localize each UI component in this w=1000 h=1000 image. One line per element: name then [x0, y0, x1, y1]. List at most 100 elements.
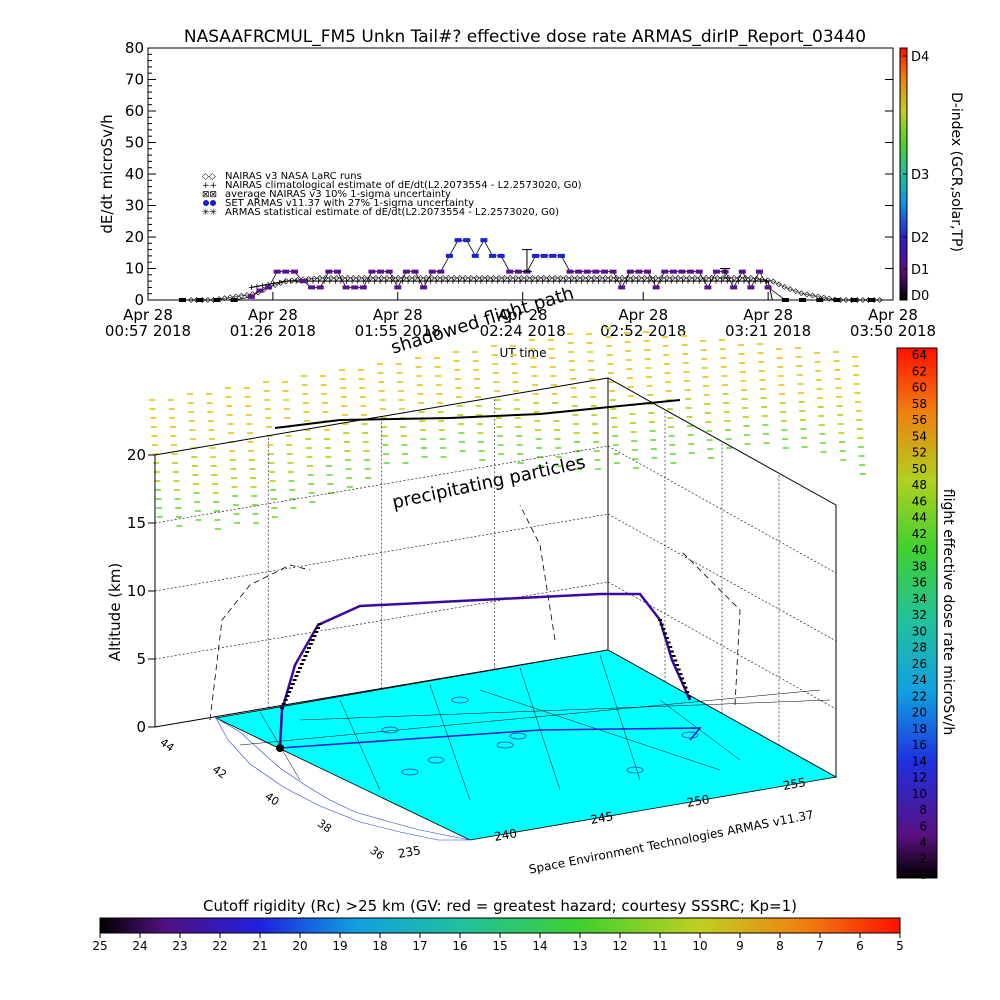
- dose-tick-label: 26: [912, 657, 927, 671]
- armas-statistical-point: [590, 278, 596, 284]
- set-armas-point: [471, 253, 479, 258]
- armas-statistical-point: [433, 278, 439, 284]
- set-armas-point: [626, 269, 634, 274]
- dose-tick-label: 54: [912, 429, 927, 443]
- nairas-run-point: [568, 275, 575, 281]
- cutoff-tick-label: 22: [212, 939, 227, 953]
- nairas-run-point: [423, 275, 430, 281]
- terrain-lake: [401, 768, 419, 776]
- legend-item-3: SET ARMAS v11.37 with 27% 1-sigma uncert…: [225, 198, 474, 209]
- nairas-run-point: [731, 275, 738, 281]
- dose-tick-label: 22: [912, 689, 927, 703]
- nairas-run-point: [675, 275, 682, 281]
- set-armas-point: [532, 253, 540, 258]
- nairas-run-point: [434, 275, 441, 281]
- legend-marker-3b: [210, 200, 216, 206]
- nairas-run-point: [781, 284, 788, 290]
- armas-statistical-point: [640, 278, 646, 284]
- y-tick-label: 0: [134, 291, 144, 309]
- armas-statistical-point: [556, 278, 562, 284]
- set-armas-point: [256, 288, 264, 293]
- flight-descent-marker: [301, 659, 306, 661]
- altitude-tick-label: 20: [127, 446, 146, 464]
- terrain-boundary: [429, 684, 471, 801]
- nairas-run-point: [663, 275, 670, 281]
- y-tick-label: 50: [125, 134, 144, 152]
- armas-statistical-point: [388, 278, 394, 284]
- set-armas-point: [333, 269, 341, 274]
- armas-statistical-point: [293, 278, 299, 284]
- y-tick-label: 20: [125, 228, 144, 246]
- armas-statistical-point: [696, 278, 702, 284]
- nairas-run-point: [350, 275, 357, 281]
- set-armas-point: [557, 253, 565, 258]
- flight-descent-marker: [668, 646, 673, 648]
- armas-statistical-point: [427, 278, 433, 284]
- flight-descent-marker: [292, 679, 297, 681]
- cutoff-tick-label: 16: [452, 939, 467, 953]
- dose-tick-label: 56: [912, 413, 927, 427]
- cutoff-tick-label: 9: [736, 939, 744, 953]
- nairas-run-point: [574, 275, 581, 281]
- armas-statistical-point: [467, 278, 473, 284]
- armas-statistical-point: [528, 278, 534, 284]
- flight-descent-marker: [685, 691, 690, 693]
- flight-descent-marker: [310, 639, 315, 641]
- dose-tick-label: 34: [912, 592, 927, 606]
- set-armas-point: [480, 238, 488, 243]
- wall-grid-horizontal: [607, 377, 837, 506]
- flight-descent-marker: [673, 659, 678, 662]
- nairas-run-point: [440, 275, 446, 281]
- x-tick-label-time: 00:57 2018: [105, 322, 191, 340]
- set-armas-point: [799, 298, 807, 302]
- dose-tick-label: 32: [912, 608, 927, 622]
- set-armas-point: [867, 298, 875, 302]
- set-armas-point: [618, 285, 626, 290]
- nairas-run-point: [787, 286, 794, 293]
- armas-statistical-point: [276, 279, 282, 285]
- y-tick-label: 70: [125, 71, 144, 89]
- armas-statistical-point: [685, 278, 691, 284]
- nairas-run-point: [540, 275, 547, 281]
- terrain-boundary: [239, 689, 821, 746]
- d-index-tick-label: D0: [911, 289, 929, 304]
- precipitating-particles-label: precipitating particles: [390, 452, 587, 513]
- set-armas-point: [178, 298, 186, 302]
- armas-statistical-point: [584, 278, 590, 284]
- nairas-run-point: [356, 275, 362, 281]
- terrain-lake: [626, 766, 644, 774]
- dashed-shadow-track: [679, 549, 741, 706]
- set-armas-point: [704, 285, 712, 290]
- set-armas-point: [575, 269, 583, 274]
- cutoff-tick-label: 20: [292, 939, 307, 953]
- legend-marker-4: ✳✳: [202, 208, 218, 218]
- set-armas-point: [342, 285, 350, 290]
- cutoff-tick-label: 12: [612, 939, 627, 953]
- cutoff-tick-label: 7: [816, 939, 824, 953]
- cutoff-tick-label: 18: [372, 939, 387, 953]
- armas-statistical-point: [439, 278, 445, 284]
- latitude-tick-label: 38: [315, 817, 334, 836]
- flight-descent-marker: [298, 667, 302, 669]
- armas-statistical-point: [562, 278, 568, 284]
- armas-statistical-point: [288, 278, 294, 284]
- set-armas-point: [213, 298, 221, 302]
- armas-statistical-point: [539, 278, 545, 284]
- nairas-run-point: [412, 275, 418, 281]
- nairas-run-point: [591, 275, 598, 281]
- armas-statistical-point: [344, 278, 350, 284]
- legend-item-0: NAIRAS v3 NASA LaRC runs: [225, 171, 362, 182]
- flight-shadow-top: [274, 399, 681, 429]
- armas-statistical-point: [495, 278, 501, 284]
- flight-descent-marker: [303, 655, 308, 657]
- dose-tick-label: 30: [912, 624, 927, 638]
- nairas-run-point: [546, 275, 553, 281]
- nairas-run-point: [221, 295, 228, 302]
- set-armas-point: [644, 269, 652, 274]
- armas-statistical-point: [316, 278, 322, 284]
- nairas-run-point: [456, 275, 463, 281]
- flight-descent-marker: [671, 655, 676, 657]
- cutoff-rigidity-colorbar: [99, 917, 901, 934]
- dose-tick-label: 64: [912, 348, 927, 362]
- nairas-run-point: [691, 275, 698, 281]
